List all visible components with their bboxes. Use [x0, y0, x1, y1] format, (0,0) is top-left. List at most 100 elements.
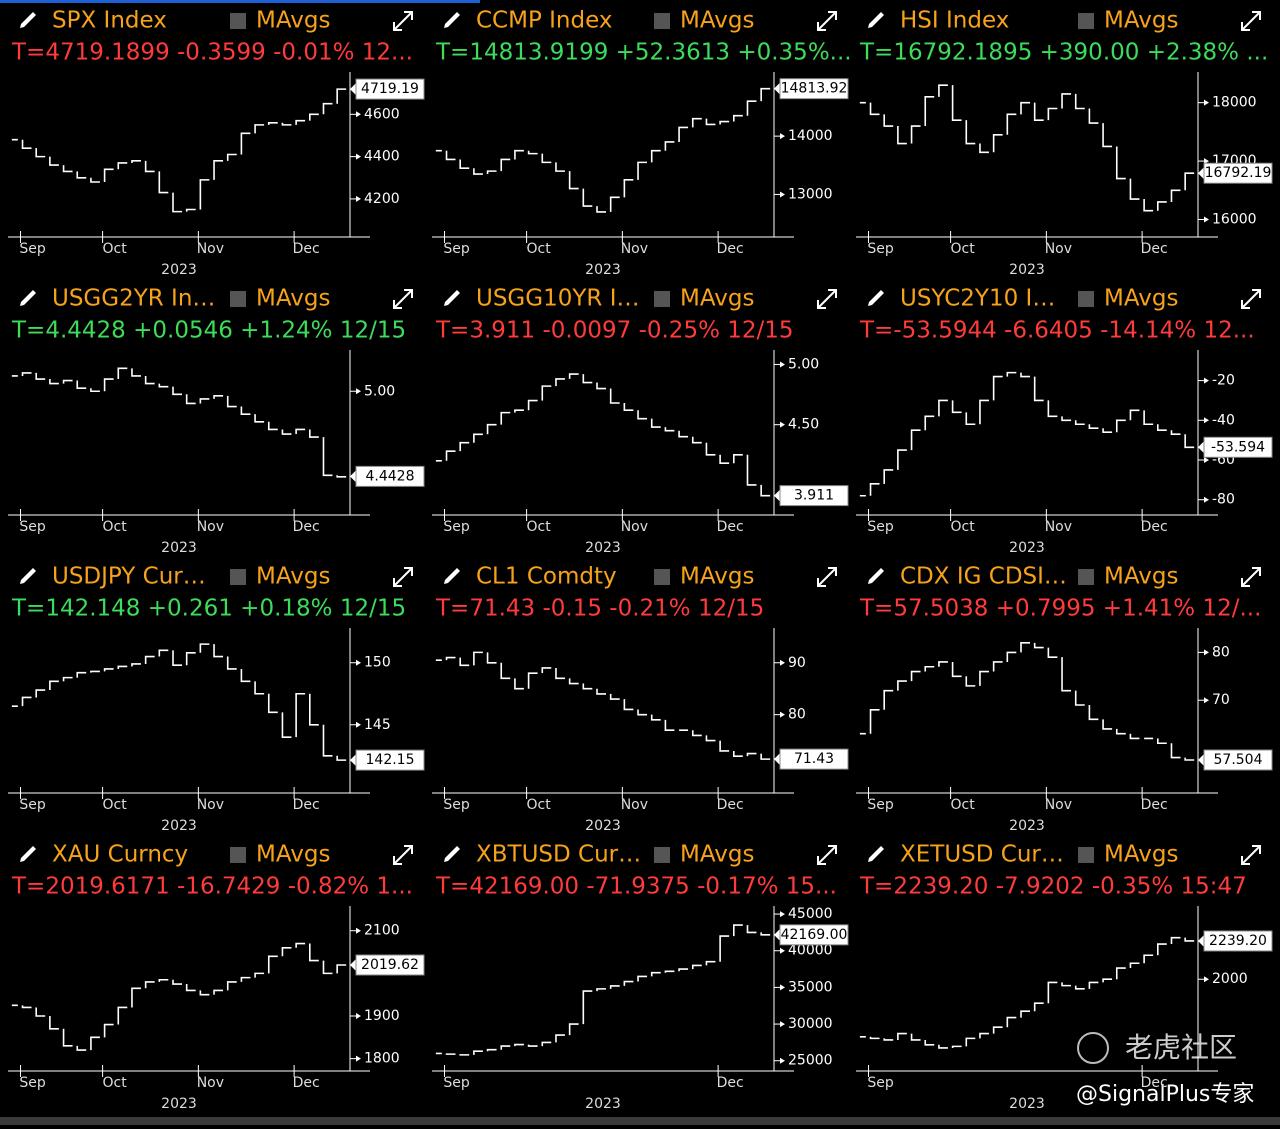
chart-panel: XBTUSD Cur… MAvgs T=42169.00 -71.9375 -0.1…	[432, 842, 849, 1112]
current-pointer	[1198, 167, 1204, 180]
y-tick-label: 4600	[364, 106, 400, 122]
current-label: 57.504	[1214, 752, 1263, 768]
legend-box	[230, 569, 246, 585]
y-tick-arrow	[1204, 457, 1209, 463]
watermark-icon	[1077, 1032, 1109, 1064]
legend-box	[1078, 847, 1094, 863]
expand-icon	[393, 289, 413, 309]
expand-icon	[817, 289, 837, 309]
legend-box	[1078, 569, 1094, 585]
x-tick-label: Nov	[1045, 241, 1072, 257]
current-pointer	[350, 958, 356, 971]
y-tick-arrow	[1204, 216, 1209, 223]
x-tick-label: Nov	[197, 797, 224, 813]
chart-panel: SPX Index MAvgs T=4719.1899 -0.3599 -0.01%…	[8, 8, 425, 278]
x-tick-label: Sep	[443, 797, 470, 813]
quote: T=4.4428 +0.0546 +1.24% 12/15	[11, 318, 406, 344]
current-label: 4719.19	[361, 81, 419, 97]
current-label: -53.594	[1211, 439, 1265, 455]
x-tick-label: Sep	[19, 1075, 46, 1091]
x-tick-label: Oct	[102, 241, 127, 257]
y-tick-label: 18000	[1212, 95, 1257, 111]
quote: T=3.911 -0.0097 -0.25% 12/15	[435, 318, 794, 344]
x-tick-label: Sep	[867, 1075, 894, 1091]
y-tick-label: 80	[1212, 644, 1230, 660]
y-tick-arrow	[1204, 697, 1209, 704]
edit-icon	[868, 12, 884, 28]
x-tick-label: Oct	[526, 519, 551, 535]
x-tick-label: Sep	[19, 797, 46, 813]
x-tick-label: Nov	[197, 519, 224, 535]
x-axis-year: 2023	[585, 540, 621, 556]
y-tick-arrow	[1204, 158, 1209, 165]
x-axis-year: 2023	[161, 262, 197, 278]
x-tick-label: Oct	[950, 797, 975, 813]
x-tick-label: Sep	[867, 241, 894, 257]
y-tick-arrow	[780, 659, 785, 666]
quote: T=14813.9199 +52.3613 +0.35%...	[435, 40, 852, 66]
y-tick-arrow	[780, 133, 785, 140]
y-tick-arrow	[356, 1055, 361, 1062]
current-label: 16792.19	[1205, 165, 1272, 181]
y-tick-arrow	[1204, 496, 1209, 503]
y-tick-label: 4200	[364, 191, 400, 207]
edit-icon	[20, 568, 36, 584]
y-tick-arrow	[356, 111, 361, 118]
y-tick-label: 1800	[364, 1051, 400, 1067]
current-box	[779, 924, 849, 946]
legend-box	[654, 13, 670, 29]
quote: T=-53.5944 -6.6405 -14.14% 12...	[859, 318, 1255, 344]
x-tick-label: Oct	[102, 797, 127, 813]
y-tick-label: 30000	[788, 1016, 833, 1032]
y-tick-arrow	[780, 911, 785, 918]
current-box	[779, 748, 849, 770]
legend-label: MAvgs	[680, 842, 754, 868]
legend-label: MAvgs	[1104, 8, 1178, 34]
current-label: 142.15	[366, 752, 415, 768]
y-tick-arrow	[356, 721, 361, 728]
y-tick-label: -40	[1212, 412, 1235, 428]
chart-panel: USGG2YR In… MAvgs T=4.4428 +0.0546 +1.24% …	[8, 286, 425, 556]
current-box	[779, 485, 849, 507]
chart-panel: USDJPY Cur… MAvgs T=142.148 +0.261 +0.18% …	[8, 564, 425, 834]
watermark-handle: @SignalPlus专家	[1076, 1082, 1254, 1107]
y-tick-label: 40000	[788, 943, 833, 959]
y-tick-arrow	[1204, 377, 1209, 384]
y-tick-label: 2100	[364, 923, 400, 939]
expand-icon	[817, 567, 837, 587]
price-line	[859, 936, 1195, 1049]
x-axis-year: 2023	[161, 540, 197, 556]
legend-box	[230, 847, 246, 863]
y-tick-arrow	[1204, 417, 1209, 424]
quote: T=142.148 +0.261 +0.18% 12/15	[11, 596, 406, 622]
y-tick-label: -80	[1212, 492, 1235, 508]
quote: T=2239.20 -7.9202 -0.35% 15:47	[859, 874, 1247, 900]
y-tick-label: 70	[1212, 692, 1230, 708]
x-tick-label: Sep	[19, 519, 46, 535]
chart-panel: HSI Index MAvgs T=16792.1895 +390.00 +2.38…	[856, 8, 1273, 278]
chart-title: CCMP Index	[476, 8, 612, 34]
watermark-brand: 老虎社区	[1125, 1031, 1237, 1064]
chart-title: HSI Index	[900, 8, 1009, 34]
current-label: 2239.20	[1209, 933, 1267, 949]
y-tick-label: 4.50	[788, 417, 819, 433]
x-tick-label: Dec	[293, 241, 320, 257]
x-tick-label: Dec	[717, 797, 744, 813]
y-tick-arrow	[780, 1057, 785, 1064]
bottom-bar	[0, 1117, 1280, 1125]
x-tick-label: Nov	[1045, 797, 1072, 813]
x-tick-label: Dec	[293, 797, 320, 813]
x-axis-year: 2023	[161, 818, 197, 834]
x-tick-label: Dec	[717, 1075, 744, 1091]
x-tick-label: Oct	[102, 1075, 127, 1091]
top-bar	[0, 0, 480, 3]
y-tick-label: 5.00	[788, 356, 819, 372]
edit-icon	[868, 846, 884, 862]
chart-title: USDJPY Cur…	[52, 564, 206, 590]
current-pointer	[1198, 441, 1204, 454]
y-tick-label: 150	[364, 655, 391, 671]
expand-icon	[393, 11, 413, 31]
x-tick-label: Sep	[443, 1075, 470, 1091]
expand-icon	[393, 845, 413, 865]
legend-label: MAvgs	[680, 286, 754, 312]
